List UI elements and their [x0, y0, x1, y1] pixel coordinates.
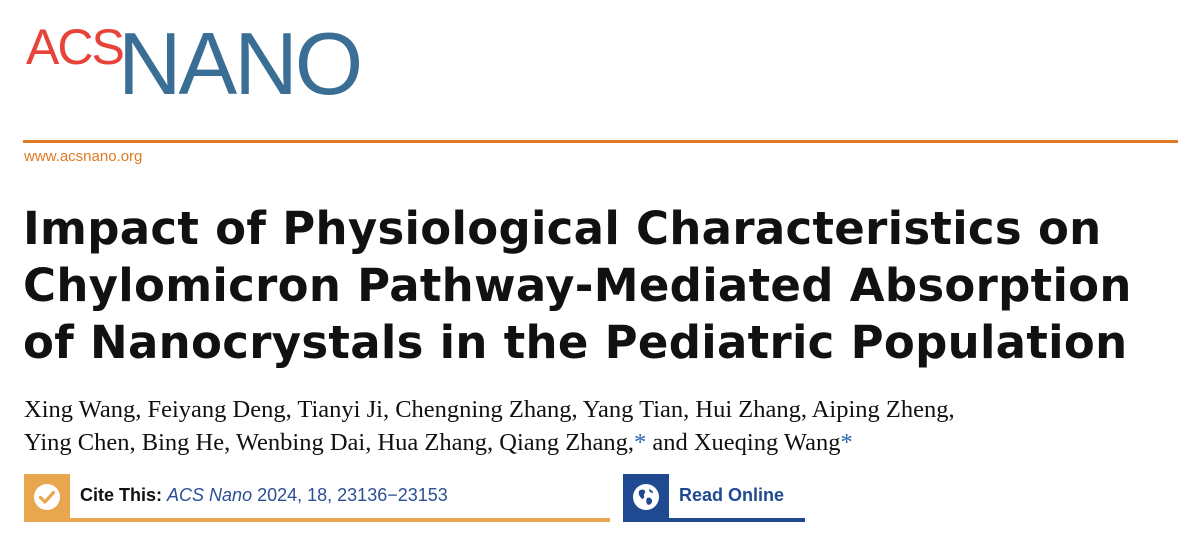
authors-line-2-last: and Xueqing Wang [646, 429, 841, 456]
read-online-underline [623, 518, 805, 522]
svg-text:NANO: NANO [118, 14, 360, 108]
read-online-button[interactable]: Read Online [623, 474, 805, 522]
svg-text:ACS: ACS [26, 19, 123, 75]
corresponding-author-mark-2[interactable]: * [840, 429, 853, 456]
corresponding-author-mark-1[interactable]: * [633, 429, 647, 456]
title-line-1: Impact of Physiological Characteristics … [23, 202, 1102, 255]
authors-line-2: Ying Chen, Bing He, Wenbing Dai, Hua Zha… [24, 426, 1174, 459]
cite-text: Cite This: ACS Nano 2024, 18, 23136−2315… [80, 485, 448, 506]
authors-line-2-names: Ying Chen, Bing He, Wenbing Dai, Hua Zha… [24, 429, 634, 456]
author-list: Xing Wang, Feiyang Deng, Tianyi Ji, Chen… [24, 393, 1174, 459]
globe-icon [623, 474, 669, 520]
read-online-label: Read Online [679, 485, 785, 505]
title-line-3: of Nanocrystals in the Pediatric Populat… [23, 316, 1128, 369]
header-divider [23, 140, 1178, 143]
cite-this-button[interactable]: Cite This: ACS Nano 2024, 18, 23136−2315… [24, 474, 610, 522]
acs-nano-logo-graphic: ACS NANO [26, 14, 363, 108]
cite-journal[interactable]: ACS Nano [167, 485, 253, 505]
cite-underline [24, 518, 610, 522]
cite-details[interactable]: 2024, 18, 23136−23153 [257, 485, 448, 505]
acs-nano-logo[interactable]: ACS NANO [26, 12, 406, 108]
check-circle-icon [24, 474, 70, 520]
site-url-link[interactable]: www.acsnano.org [24, 148, 143, 165]
article-title: Impact of Physiological Characteristics … [23, 200, 1173, 371]
cite-label: Cite This: [80, 485, 163, 505]
authors-line-1: Xing Wang, Feiyang Deng, Tianyi Ji, Chen… [24, 396, 955, 423]
title-line-2: Chylomicron Pathway-Mediated Absorption [23, 259, 1132, 312]
